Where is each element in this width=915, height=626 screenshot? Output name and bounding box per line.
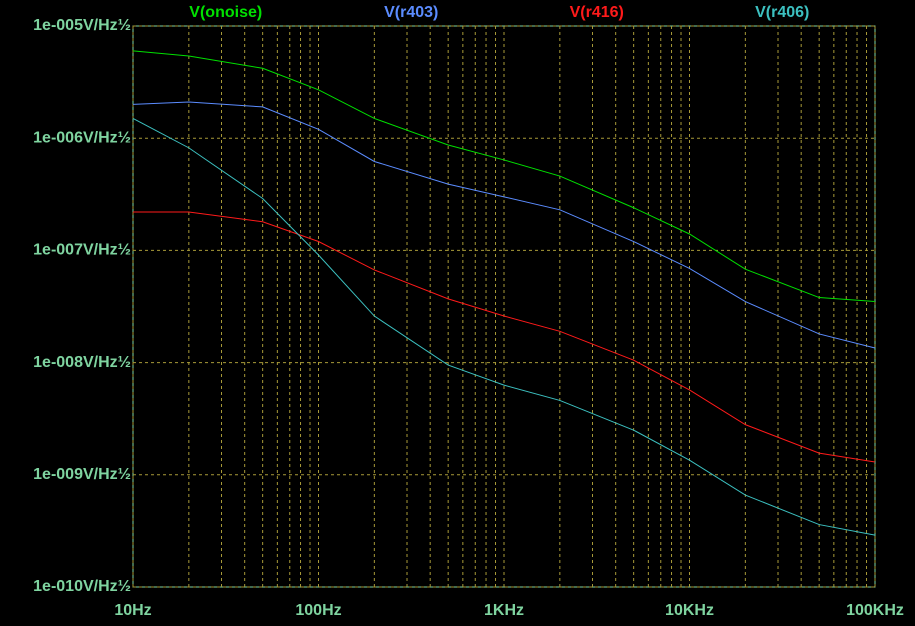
- legend-entry: V(r416): [570, 4, 624, 21]
- y-tick-label: 1e-007V/Hz½: [33, 242, 131, 259]
- series-line: [132, 101, 876, 349]
- y-tick-label: 1e-010V/Hz½: [33, 578, 131, 595]
- x-tick-label: 100Hz: [295, 602, 341, 619]
- y-tick-label: 1e-008V/Hz½: [33, 354, 131, 371]
- legend-entry: V(onoise): [189, 4, 262, 21]
- y-tick-label: 1e-009V/Hz½: [33, 466, 131, 483]
- y-tick-label: 1e-006V/Hz½: [33, 129, 131, 146]
- y-tick-label: 1e-005V/Hz½: [33, 17, 131, 34]
- series-line: [133, 211, 876, 463]
- x-tick-label: 100KHz: [846, 602, 904, 619]
- legend-entry: V(r403): [384, 4, 438, 21]
- legend-entry: V(r406): [755, 4, 809, 21]
- x-tick-label: 10KHz: [665, 602, 714, 619]
- series-line: [132, 50, 876, 303]
- x-tick-label: 1KHz: [484, 602, 524, 619]
- x-tick-label: 10Hz: [114, 602, 151, 619]
- series-line: [132, 117, 876, 536]
